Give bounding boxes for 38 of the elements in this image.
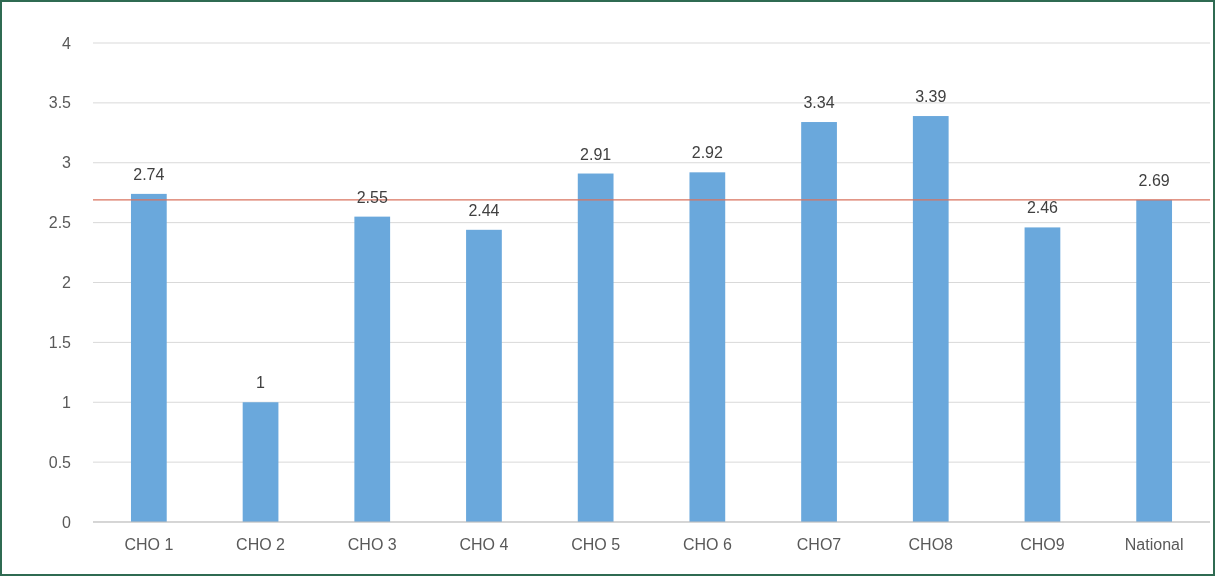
data-label: 2.69 bbox=[1138, 171, 1170, 189]
y-tick-label: 2.5 bbox=[48, 214, 72, 232]
y-tick-label: 1.5 bbox=[48, 333, 72, 351]
x-tick-label: CHO7 bbox=[796, 536, 842, 553]
y-tick-label: 0.5 bbox=[48, 453, 72, 471]
x-tick-label: CHO8 bbox=[908, 536, 954, 553]
bar bbox=[130, 193, 167, 522]
x-tick-label: CHO 1 bbox=[124, 536, 174, 553]
bar bbox=[466, 229, 502, 522]
bar bbox=[354, 216, 391, 522]
bar bbox=[912, 116, 949, 522]
x-tick-label: CHO 4 bbox=[459, 536, 509, 553]
x-tick-label: CHO9 bbox=[1020, 536, 1065, 553]
bar bbox=[242, 402, 279, 522]
x-tick-label: CHO 2 bbox=[236, 536, 286, 553]
y-tick-label: 3.5 bbox=[48, 94, 72, 112]
y-tick-label: 4 bbox=[62, 34, 72, 52]
x-tick-label: CHO 3 bbox=[347, 536, 397, 553]
data-label: 3.34 bbox=[803, 94, 835, 112]
data-label: 3.39 bbox=[915, 88, 947, 106]
bar bbox=[577, 173, 614, 522]
bar bbox=[1136, 199, 1173, 522]
data-label: 1 bbox=[256, 374, 266, 392]
bar bbox=[1024, 227, 1061, 522]
y-tick-label: 1 bbox=[62, 393, 72, 411]
data-label: 2.91 bbox=[580, 145, 612, 163]
data-label: 2.92 bbox=[691, 144, 724, 162]
x-tick-label: CHO 6 bbox=[682, 536, 732, 553]
data-label: 2.74 bbox=[133, 165, 165, 183]
x-tick-label: National bbox=[1124, 536, 1184, 553]
data-label: 2.44 bbox=[468, 201, 500, 219]
y-tick-label: 2 bbox=[62, 274, 72, 292]
data-label: 2.46 bbox=[1026, 199, 1059, 217]
bar bbox=[689, 172, 726, 522]
y-tick-label: 0 bbox=[62, 513, 72, 531]
y-tick-label: 3 bbox=[62, 154, 72, 172]
bar bbox=[801, 122, 837, 522]
x-tick-label: CHO 5 bbox=[571, 536, 621, 553]
